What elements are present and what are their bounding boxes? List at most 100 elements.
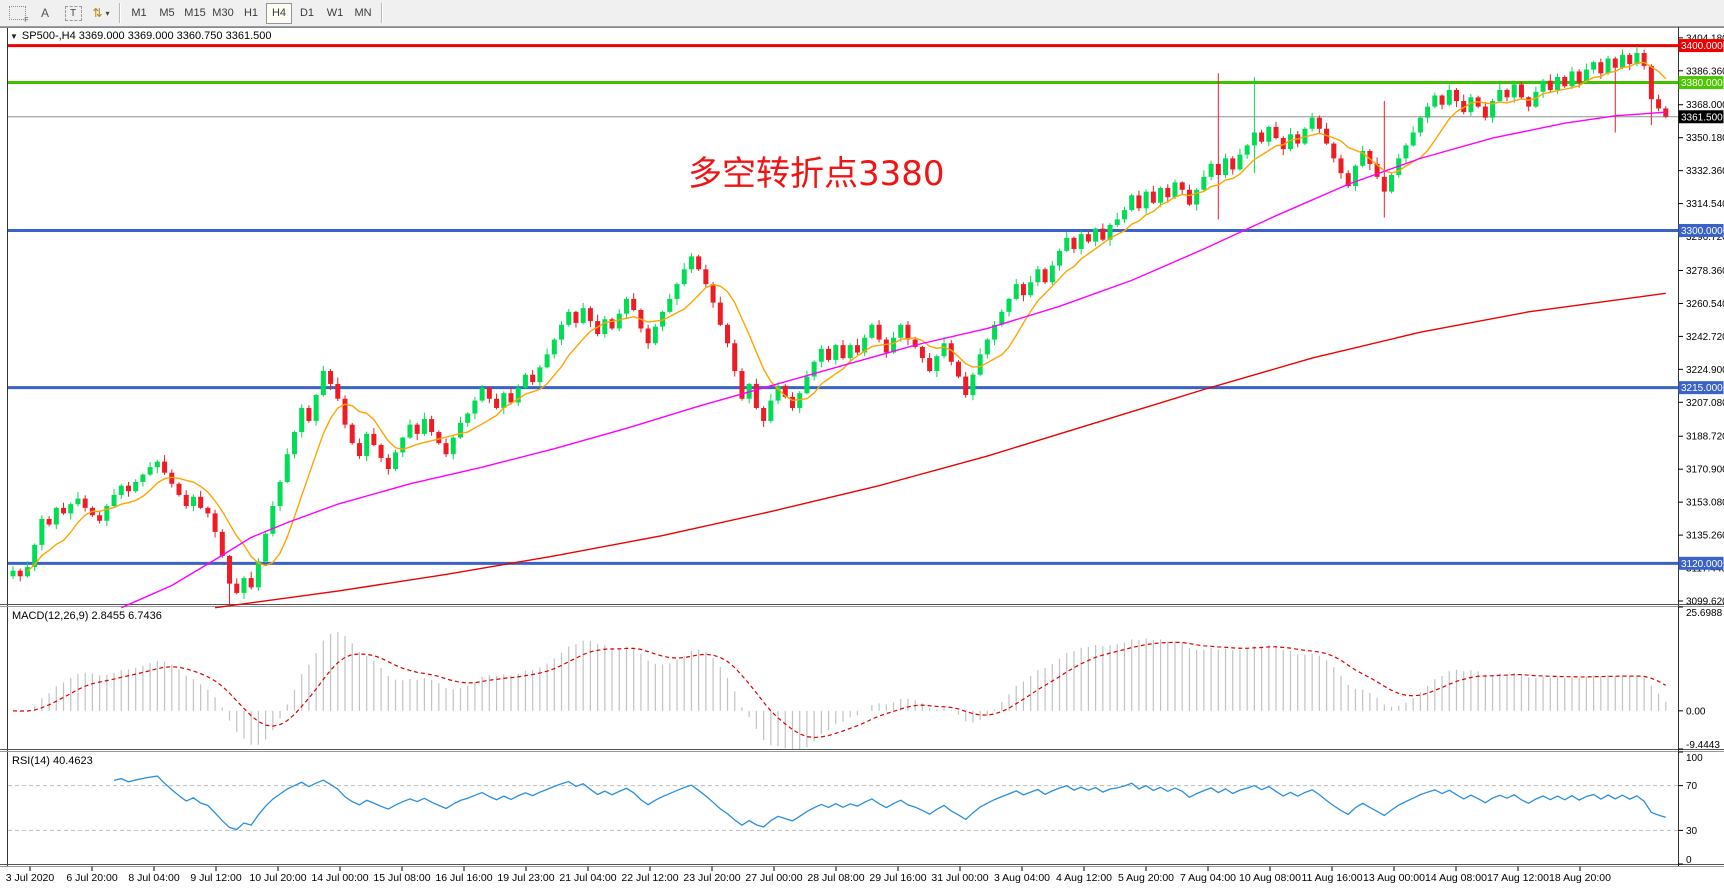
- price-level-lines: [8, 44, 1678, 565]
- candle-body: [306, 407, 312, 421]
- time-axis-label: 19 Jul 23:00: [497, 872, 554, 884]
- moving-averages: [26, 61, 1667, 609]
- arrow-objects-button[interactable]: ⇅ ▾: [88, 3, 114, 24]
- timeframe-button-m1[interactable]: M1: [131, 7, 147, 19]
- candle-body: [667, 298, 673, 312]
- candle-body: [948, 343, 954, 362]
- toolbar-separator: [381, 3, 383, 23]
- time-axis-label: 9 Jul 12:00: [190, 872, 242, 884]
- price-tick-label: 3314.540: [1686, 199, 1724, 210]
- time-axis-label: 16 Jul 16:00: [435, 872, 492, 884]
- candle-body: [219, 531, 225, 556]
- timeframe-button-h1[interactable]: H1: [243, 7, 259, 19]
- candle-body: [1093, 228, 1099, 242]
- candle-body: [660, 311, 666, 327]
- candle-body: [847, 345, 853, 359]
- candle-body: [501, 393, 507, 408]
- candle-body: [356, 443, 362, 457]
- text-label-icon: A: [40, 6, 49, 20]
- candle-body: [1482, 106, 1488, 118]
- slow-ma-line: [214, 292, 1666, 609]
- candle-body: [270, 505, 276, 534]
- time-axis-label: 15 Jul 08:00: [373, 872, 430, 884]
- candle-body: [1656, 99, 1662, 109]
- timeframe-button-d1[interactable]: D1: [299, 7, 315, 19]
- candle-body: [840, 345, 846, 359]
- candle-body: [1547, 80, 1553, 90]
- rsi-tick-label: 70: [1686, 781, 1698, 792]
- timeframe-button-w1[interactable]: W1: [326, 7, 344, 19]
- candle-body: [479, 387, 485, 401]
- candle-body: [10, 570, 16, 577]
- price-tick-label: 3224.900: [1686, 365, 1724, 376]
- candle-body: [1064, 237, 1070, 251]
- candle-body: [566, 311, 572, 325]
- candle-body: [862, 337, 868, 353]
- candle-body: [212, 513, 218, 532]
- timeframe-button-m30[interactable]: M30: [212, 7, 234, 19]
- candle-body: [883, 339, 889, 353]
- candle-body: [1150, 191, 1156, 203]
- time-axis: 3 Jul 2020 6 Jul 20:00 8 Jul 04:00 9 Jul 12…: [6, 866, 1611, 884]
- candle-body: [104, 505, 110, 521]
- time-axis-label: 14 Aug 08:00: [1425, 872, 1487, 884]
- time-axis-label: 17 Aug 12:00: [1487, 872, 1549, 884]
- candle-body: [551, 339, 557, 355]
- cycle-arrows-icon: ⇅: [92, 6, 103, 20]
- candle-body: [1612, 58, 1618, 68]
- candle-body: [703, 269, 709, 285]
- chart-canvas[interactable]: 3404.180 3386.360 3368.000 3350.180 3332.360…: [0, 27, 1724, 892]
- candle-body: [963, 376, 969, 396]
- candle-body: [1172, 182, 1178, 198]
- candle-body: [1352, 165, 1358, 187]
- candle-body: [1591, 62, 1597, 70]
- timeframe-button-m15[interactable]: M15: [184, 7, 206, 19]
- candle-body: [1504, 89, 1510, 98]
- candle-body: [1562, 77, 1568, 87]
- price-tick-label: 3153.080: [1686, 498, 1724, 509]
- rsi-tick-label: 30: [1686, 826, 1698, 837]
- candle-body: [190, 496, 196, 506]
- candle-body: [1425, 106, 1431, 118]
- candle-body: [39, 518, 45, 545]
- timeframe-button-m5[interactable]: M5: [159, 7, 175, 19]
- candle-body: [299, 407, 305, 433]
- candle-body: [1417, 117, 1423, 133]
- candle-body: [82, 498, 88, 508]
- pane-borders: [0, 27, 1724, 867]
- candle-body: [255, 561, 261, 588]
- candle-body: [537, 367, 543, 383]
- candle-body: [118, 485, 124, 495]
- templates-grid-icon: F: [8, 6, 29, 24]
- candle-body: [616, 313, 622, 329]
- time-axis-label: 28 Jul 08:00: [807, 872, 864, 884]
- candle-body: [587, 308, 593, 322]
- candle-body: [1345, 173, 1351, 187]
- candle-body: [1540, 80, 1546, 92]
- candle-body: [1244, 145, 1250, 155]
- timeframe-button-h4[interactable]: H4: [266, 2, 292, 24]
- candle-body: [1078, 234, 1084, 249]
- candle-body: [342, 398, 348, 425]
- candle-body: [205, 507, 211, 514]
- text-box-button[interactable]: T: [60, 3, 86, 24]
- text-label-button[interactable]: A: [32, 3, 58, 24]
- candle-body: [1338, 158, 1344, 174]
- candle-body: [761, 407, 767, 421]
- candle-body: [1035, 269, 1041, 283]
- time-axis-label: 29 Jul 16:00: [869, 872, 926, 884]
- candle-body: [1114, 219, 1120, 225]
- candle-body: [1057, 250, 1063, 266]
- candle-body: [1468, 97, 1474, 113]
- candle-body: [241, 578, 247, 593]
- candle-body: [970, 374, 976, 396]
- candle-body: [804, 376, 810, 394]
- time-axis-label: 27 Jul 00:00: [745, 872, 802, 884]
- candle-body: [162, 461, 168, 473]
- candle-body: [789, 396, 795, 408]
- time-axis-label: 7 Aug 04:00: [1180, 872, 1236, 884]
- candle-body: [68, 504, 74, 514]
- collapse-arrow-icon[interactable]: ▼: [10, 32, 18, 41]
- timeframe-button-mn[interactable]: MN: [354, 7, 372, 19]
- templates-grid-button[interactable]: F: [4, 3, 30, 24]
